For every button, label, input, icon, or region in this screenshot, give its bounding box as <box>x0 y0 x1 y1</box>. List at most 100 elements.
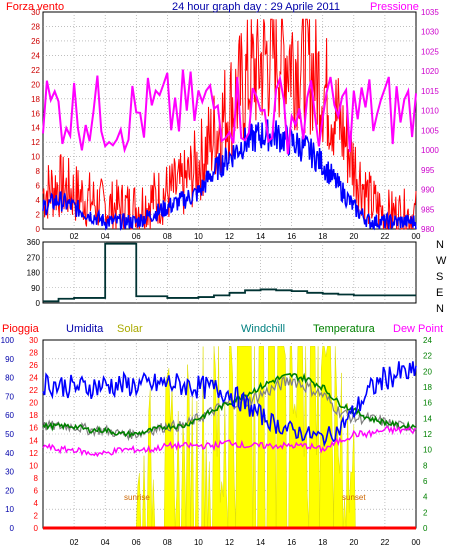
x-tick-label: 04 <box>101 538 110 547</box>
tick-label: 16 <box>31 109 40 118</box>
pressure-axis-title: Pressione <box>370 1 419 13</box>
solar-series <box>135 346 359 529</box>
sunset-label: sunset <box>342 493 366 502</box>
tick-label: 16 <box>29 424 38 433</box>
tick-label: 980 <box>421 225 435 234</box>
tick-label: 1035 <box>421 8 439 17</box>
x-tick-label: 20 <box>349 232 358 241</box>
tick-label: 1025 <box>421 47 439 56</box>
tick-label: 28 <box>31 22 40 31</box>
x-tick-label: 08 <box>163 232 172 241</box>
windchill-label: Windchill <box>241 323 285 335</box>
tick-label: 360 <box>27 238 41 247</box>
x-tick-label: 16 <box>287 232 296 241</box>
tick-label: 26 <box>29 361 38 370</box>
tick-label: 2 <box>34 511 39 520</box>
tick-label: 22 <box>423 352 432 361</box>
x-tick-label: 00 <box>412 538 421 547</box>
tick-label: 14 <box>29 436 38 445</box>
direction-label: E <box>436 287 443 299</box>
tick-label: 22 <box>31 66 40 75</box>
x-tick-label: 12 <box>225 538 234 547</box>
x-tick-label: 08 <box>163 538 172 547</box>
tick-label: 90 <box>31 284 40 293</box>
x-tick-label: 14 <box>256 232 265 241</box>
tick-labels: 0246810121416182022242628309809859909951… <box>1 8 447 547</box>
tick-label: 985 <box>421 205 435 214</box>
tick-label: 30 <box>5 468 14 477</box>
tick-label: 70 <box>5 392 14 401</box>
tick-label: 2 <box>36 211 41 220</box>
dewpoint-series <box>42 425 417 458</box>
tick-label: 22 <box>29 386 38 395</box>
tick-label: 60 <box>5 411 14 420</box>
direction-label: S <box>436 271 443 283</box>
tick-label: 0 <box>423 524 428 533</box>
x-tick-label: 06 <box>132 538 141 547</box>
x-tick-label: 10 <box>194 538 203 547</box>
tick-label: 10 <box>5 505 14 514</box>
tick-label: 0 <box>34 524 39 533</box>
tick-label: 100 <box>1 336 15 345</box>
tick-label: 2 <box>423 508 428 517</box>
tick-label: 10 <box>423 446 432 455</box>
tick-label: 6 <box>423 477 428 486</box>
humidity-label: Umidita <box>66 323 104 335</box>
tick-label: 4 <box>423 493 428 502</box>
tick-label: 14 <box>423 414 432 423</box>
tick-label: 20 <box>31 80 40 89</box>
tick-label: 24 <box>29 374 38 383</box>
tick-label: 20 <box>423 367 432 376</box>
tick-label: 990 <box>421 186 435 195</box>
temperature-series <box>42 372 417 439</box>
direction-label: W <box>436 255 447 267</box>
direction-label: N <box>436 239 444 251</box>
tick-label: 4 <box>34 499 39 508</box>
tick-label: 6 <box>34 486 39 495</box>
wind-series <box>42 119 417 231</box>
tick-label: 0 <box>10 524 15 533</box>
tick-label: 20 <box>5 486 14 495</box>
tick-label: 180 <box>27 269 41 278</box>
tick-label: 10 <box>29 461 38 470</box>
dewpoint-label: Dew Point <box>393 323 443 335</box>
tick-label: 14 <box>31 124 40 133</box>
x-tick-label: 04 <box>101 232 110 241</box>
tick-label: 1005 <box>421 126 439 135</box>
tick-label: 18 <box>423 383 432 392</box>
tick-label: 26 <box>31 37 40 46</box>
chart-title: 24 hour graph day : 29 Aprile 2011 <box>172 1 340 13</box>
x-tick-label: 02 <box>70 538 79 547</box>
x-tick-label: 16 <box>287 538 296 547</box>
tick-label: 24 <box>423 336 432 345</box>
rain-label: Pioggia <box>2 323 40 335</box>
tick-label: 80 <box>5 374 14 383</box>
temperature-label: Temperatura <box>313 323 376 335</box>
tick-label: 28 <box>29 349 38 358</box>
tick-label: 90 <box>5 355 14 364</box>
x-tick-label: 18 <box>318 538 327 547</box>
wind-speed-axis-title: Forza vento <box>6 1 64 13</box>
tick-label: 12 <box>29 449 38 458</box>
tick-label: 0 <box>36 225 41 234</box>
tick-label: 270 <box>27 253 41 262</box>
sunrise-label: sunrise <box>124 493 150 502</box>
tick-label: 8 <box>34 474 39 483</box>
tick-label: 40 <box>5 449 14 458</box>
direction-series <box>43 242 416 303</box>
x-tick-label: 22 <box>380 538 389 547</box>
tick-label: 50 <box>5 430 14 439</box>
tick-label: 18 <box>31 95 40 104</box>
x-tick-label: 18 <box>318 232 327 241</box>
tick-label: 1015 <box>421 87 439 96</box>
tick-label: 16 <box>423 399 432 408</box>
x-tick-label: 22 <box>380 232 389 241</box>
tick-label: 995 <box>421 166 435 175</box>
tick-label: 6 <box>36 182 41 191</box>
tick-label: 1010 <box>421 107 439 116</box>
humidity-series <box>42 361 417 448</box>
x-tick-label: 12 <box>225 232 234 241</box>
tick-label: 1030 <box>421 28 439 37</box>
